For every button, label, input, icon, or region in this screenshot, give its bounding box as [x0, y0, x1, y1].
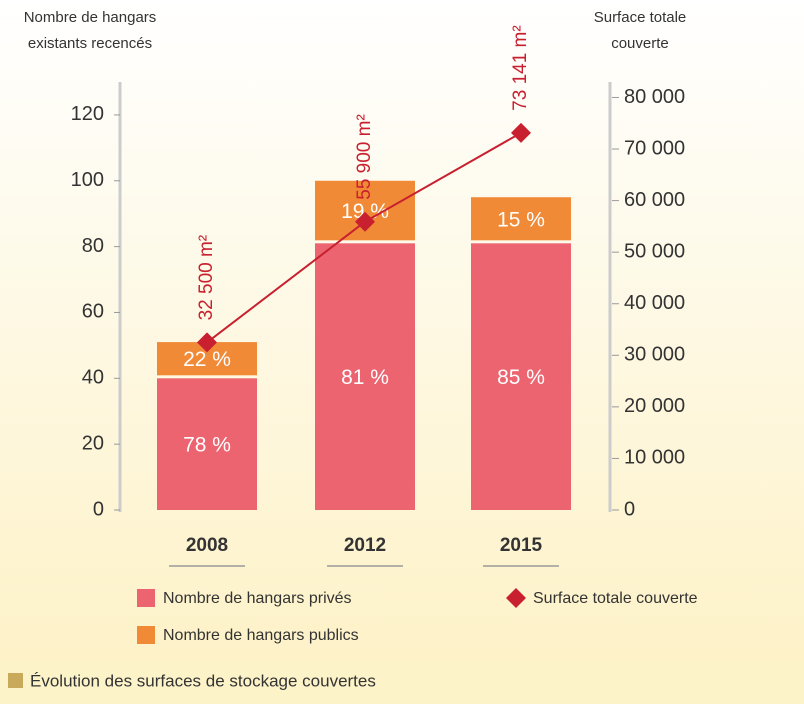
y-tick-label: 120: [71, 103, 104, 125]
value-label: 55 900 m²: [354, 114, 375, 200]
line-marker: [197, 332, 217, 353]
bar-segment: [471, 197, 571, 241]
line-marker: [355, 211, 375, 232]
y-tick-label: 60: [82, 301, 104, 323]
x-tick-label: 2015: [500, 535, 543, 556]
y2-tick-label: 50 000: [624, 240, 685, 262]
legend-label: Surface totale couverte: [533, 590, 698, 607]
x-tick-label: 2012: [344, 535, 386, 556]
y2-tick-label: 60 000: [624, 189, 685, 211]
percent-label: 19 %: [341, 200, 389, 223]
y2-tick-label: 70 000: [624, 137, 685, 159]
percent-label: 85 %: [497, 366, 545, 389]
y2-tick-label: 80 000: [624, 86, 685, 108]
caption-icon: [8, 673, 23, 688]
percent-label: 81 %: [341, 366, 389, 389]
percent-label: 15 %: [497, 208, 545, 231]
y2-tick-label: 0: [624, 498, 635, 520]
legend-swatch: [506, 588, 526, 608]
legend-swatch: [137, 589, 155, 607]
legend-swatch: [137, 626, 155, 644]
y2-axis-title: Surface totale: [594, 9, 687, 26]
caption-band: [0, 662, 804, 704]
y-tick-label: 80: [82, 235, 104, 257]
y-tick-label: 20: [82, 432, 104, 454]
value-label: 32 500 m²: [196, 235, 217, 321]
legend-label: Nombre de hangars publics: [163, 627, 359, 644]
bar-segment: [157, 378, 257, 510]
line-marker: [511, 122, 531, 143]
y2-tick-label: 30 000: [624, 344, 685, 366]
bar-segment: [315, 243, 415, 511]
bar-segment: [471, 243, 571, 511]
y-tick-label: 40: [82, 367, 104, 389]
y-axis-title: existants recencés: [28, 35, 152, 52]
y-axis-title: Nombre de hangars: [24, 9, 157, 26]
y-tick-label: 0: [93, 498, 104, 520]
y-tick-label: 100: [71, 169, 104, 191]
percent-label: 78 %: [183, 434, 231, 457]
y2-tick-label: 20 000: [624, 395, 685, 417]
caption: Évolution des surfaces de stockage couve…: [30, 671, 376, 690]
y2-axis-title: couverte: [611, 35, 669, 52]
x-tick-label: 2008: [186, 535, 228, 556]
value-label: 73 141 m²: [510, 25, 531, 111]
y2-tick-label: 10 000: [624, 447, 685, 469]
y2-tick-label: 40 000: [624, 292, 685, 314]
legend-label: Nombre de hangars privés: [163, 590, 352, 607]
percent-label: 22 %: [183, 348, 231, 371]
